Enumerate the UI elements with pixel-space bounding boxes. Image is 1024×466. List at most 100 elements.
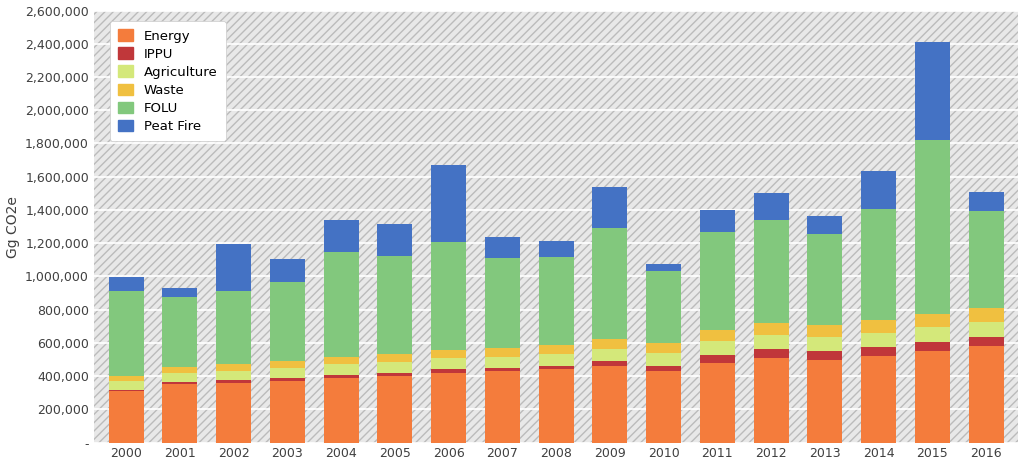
- Bar: [700, 330, 735, 341]
- Bar: [539, 366, 573, 370]
- Bar: [485, 368, 520, 371]
- Bar: [915, 42, 950, 140]
- Bar: [593, 186, 628, 228]
- Bar: [593, 228, 628, 339]
- Bar: [915, 328, 950, 342]
- Bar: [431, 350, 466, 358]
- Bar: [915, 342, 950, 351]
- Bar: [593, 349, 628, 362]
- Bar: [754, 220, 788, 323]
- Bar: [324, 357, 358, 364]
- Bar: [969, 192, 1004, 211]
- Bar: [216, 380, 251, 383]
- Bar: [485, 237, 520, 258]
- Bar: [109, 291, 143, 376]
- Bar: [593, 339, 628, 349]
- Bar: [646, 343, 681, 353]
- Bar: [270, 362, 305, 369]
- Bar: [109, 277, 143, 291]
- Bar: [163, 384, 198, 443]
- Bar: [969, 346, 1004, 443]
- Bar: [969, 308, 1004, 322]
- Bar: [700, 355, 735, 363]
- Bar: [808, 234, 843, 325]
- Bar: [378, 256, 413, 354]
- Bar: [969, 322, 1004, 337]
- Bar: [270, 381, 305, 443]
- Bar: [861, 333, 896, 347]
- Bar: [324, 220, 358, 252]
- Bar: [216, 370, 251, 380]
- Y-axis label: Gg CO2e: Gg CO2e: [5, 196, 19, 258]
- Bar: [539, 370, 573, 443]
- Bar: [109, 390, 143, 391]
- Bar: [324, 375, 358, 378]
- Bar: [754, 349, 788, 358]
- Bar: [216, 291, 251, 364]
- Bar: [700, 363, 735, 443]
- Bar: [754, 358, 788, 443]
- Bar: [861, 356, 896, 443]
- Bar: [808, 337, 843, 351]
- Bar: [163, 373, 198, 382]
- Bar: [270, 369, 305, 378]
- Bar: [163, 382, 198, 384]
- Bar: [915, 351, 950, 443]
- Bar: [109, 382, 143, 390]
- Bar: [646, 353, 681, 366]
- Bar: [378, 373, 413, 376]
- Bar: [754, 193, 788, 220]
- Bar: [324, 364, 358, 375]
- Bar: [431, 165, 466, 241]
- Legend: Energy, IPPU, Agriculture, Waste, FOLU, Peat Fire: Energy, IPPU, Agriculture, Waste, FOLU, …: [110, 21, 225, 141]
- Bar: [754, 335, 788, 349]
- Bar: [378, 224, 413, 256]
- Bar: [700, 210, 735, 233]
- Bar: [109, 376, 143, 382]
- Bar: [969, 211, 1004, 308]
- Bar: [378, 354, 413, 362]
- Bar: [593, 366, 628, 443]
- Bar: [808, 351, 843, 359]
- Bar: [700, 341, 735, 355]
- Bar: [163, 367, 198, 373]
- Bar: [700, 233, 735, 330]
- Bar: [808, 359, 843, 443]
- Bar: [270, 282, 305, 362]
- Bar: [646, 366, 681, 371]
- Bar: [861, 171, 896, 209]
- Bar: [431, 241, 466, 350]
- Bar: [270, 378, 305, 381]
- Bar: [431, 358, 466, 369]
- Bar: [808, 325, 843, 337]
- Bar: [539, 241, 573, 257]
- Bar: [324, 378, 358, 443]
- Bar: [539, 345, 573, 354]
- Bar: [861, 347, 896, 356]
- Bar: [915, 140, 950, 315]
- Bar: [539, 257, 573, 345]
- Bar: [969, 337, 1004, 346]
- Bar: [646, 264, 681, 271]
- Bar: [646, 271, 681, 343]
- Bar: [378, 362, 413, 373]
- Bar: [861, 320, 896, 333]
- Bar: [539, 354, 573, 366]
- Bar: [109, 391, 143, 443]
- Bar: [216, 383, 251, 443]
- Bar: [646, 371, 681, 443]
- Bar: [270, 259, 305, 282]
- Bar: [915, 315, 950, 328]
- Bar: [163, 297, 198, 367]
- Bar: [485, 348, 520, 356]
- Bar: [485, 371, 520, 443]
- Bar: [163, 288, 198, 297]
- Bar: [431, 373, 466, 443]
- Bar: [861, 209, 896, 320]
- Bar: [378, 376, 413, 443]
- Bar: [754, 323, 788, 335]
- Bar: [324, 252, 358, 357]
- Bar: [431, 369, 466, 373]
- Bar: [216, 364, 251, 370]
- Bar: [593, 362, 628, 366]
